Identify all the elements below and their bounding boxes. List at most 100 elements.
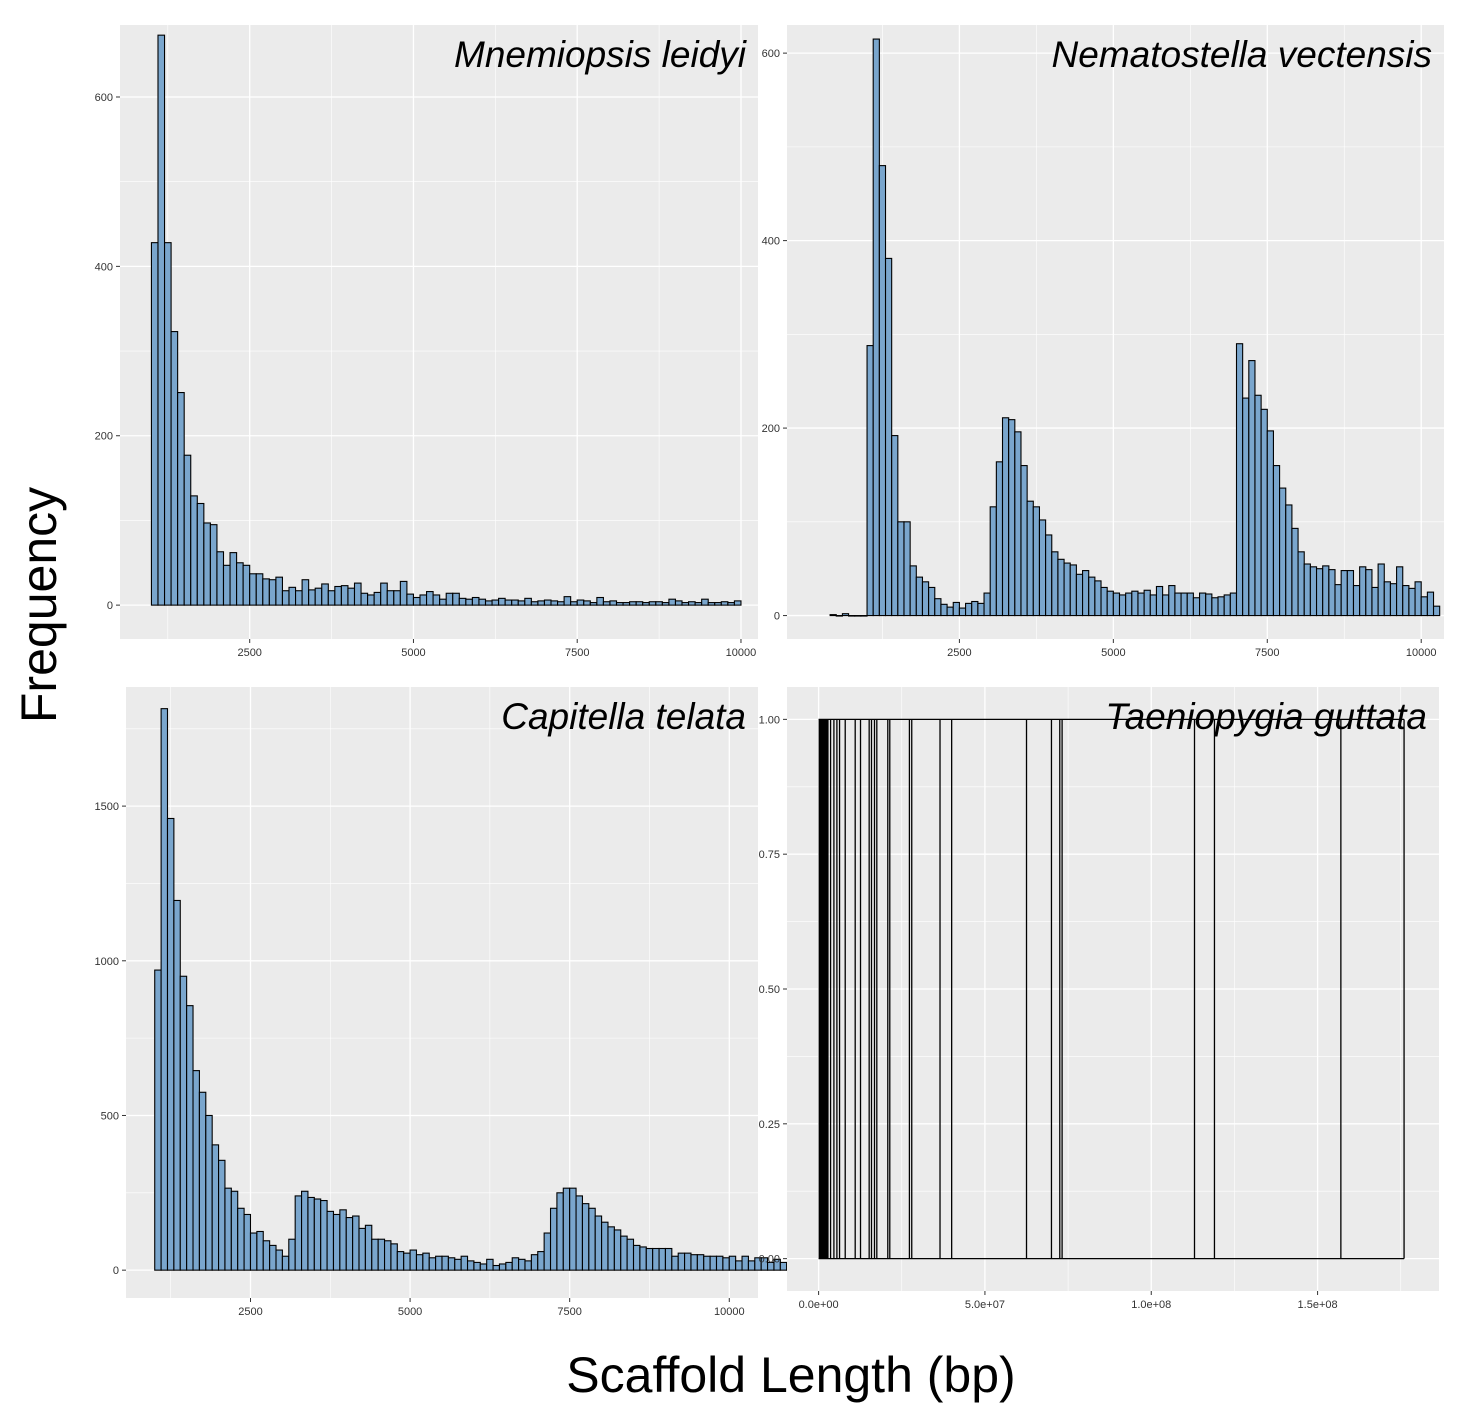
histogram-bar <box>642 602 650 606</box>
histogram-bar <box>897 521 905 617</box>
y-tick-label: 1.00 <box>759 714 780 726</box>
histogram-bar <box>940 603 948 617</box>
histogram-bar <box>218 1159 226 1271</box>
x-tick-label: 7500 <box>557 1306 581 1318</box>
histogram-bar <box>1088 576 1096 617</box>
histogram-bar <box>364 1224 373 1271</box>
x-tick-label: 10000 <box>726 647 757 659</box>
histogram-bar <box>498 597 506 606</box>
histogram-bar <box>575 1195 583 1271</box>
histogram-bar <box>518 1258 526 1271</box>
panel-title: Taeniopygia guttata <box>1105 696 1427 737</box>
histogram-bar <box>728 1255 737 1271</box>
histogram-bar <box>478 598 487 606</box>
histogram-bar <box>524 597 532 606</box>
histogram-bar <box>934 598 942 617</box>
histogram-bar <box>594 1215 603 1271</box>
x-tick-label: 1.5e+08 <box>1298 1299 1338 1311</box>
histogram-bar <box>1038 519 1047 617</box>
histogram-bar <box>320 1199 328 1271</box>
histogram-bar <box>664 1247 673 1271</box>
y-tick-label: 1000 <box>95 956 119 968</box>
histogram-bar <box>486 1258 494 1271</box>
y-tick-label: 400 <box>762 236 780 248</box>
histogram-bar <box>163 242 172 606</box>
y-tick-label: 0.00 <box>759 1254 780 1266</box>
y-tick-label: 600 <box>762 48 780 60</box>
histogram-bar <box>484 600 493 606</box>
x-tick-label: 2500 <box>238 1306 262 1318</box>
histogram-bar <box>170 331 179 606</box>
histogram-bar <box>1432 605 1441 617</box>
panel-nematostella-vectensis: 2500 5000 7500 10000 0 200 400 600 Nematostella … <box>762 25 1444 659</box>
histogram-bar <box>205 1114 213 1271</box>
histogram-bar <box>696 1254 705 1271</box>
histogram-bar <box>848 615 856 617</box>
histogram-bar <box>884 257 893 617</box>
histogram-bar <box>216 551 225 606</box>
histogram-bar <box>530 601 539 606</box>
histogram-bar <box>177 392 185 606</box>
histogram-bar <box>209 524 218 606</box>
histogram-bar <box>921 581 930 617</box>
histogram-bar <box>891 435 899 617</box>
histogram-bar <box>556 1192 564 1271</box>
histogram-bar <box>243 1213 252 1271</box>
histogram-bar <box>491 599 500 606</box>
histogram-bar <box>275 1249 283 1271</box>
histogram-bar <box>460 1255 469 1271</box>
histogram-bar <box>511 1257 520 1271</box>
histogram-bar <box>288 586 297 606</box>
histogram-bar <box>157 34 166 606</box>
histogram-bar <box>543 599 552 606</box>
histogram-bar <box>971 600 979 617</box>
histogram-bar <box>583 600 591 606</box>
histogram-bar <box>1242 397 1250 617</box>
histogram-bar <box>1106 590 1114 617</box>
histogram-bar <box>256 1230 264 1271</box>
histogram-bar <box>307 1196 315 1271</box>
histogram-bar <box>1272 465 1281 617</box>
histogram-bar <box>1346 570 1355 617</box>
histogram-bar <box>492 1264 501 1271</box>
histogram-bar <box>377 1238 386 1271</box>
histogram-bar <box>249 573 257 606</box>
histogram-bar <box>1032 506 1041 617</box>
histogram-bar <box>946 606 954 617</box>
histogram-bar <box>1266 430 1274 617</box>
histogram-bar <box>281 590 290 606</box>
histogram-bar <box>230 1190 239 1271</box>
histogram-bar <box>1322 565 1330 617</box>
histogram-bar <box>1402 585 1410 617</box>
histogram-bar <box>406 593 415 606</box>
histogram-bar <box>550 600 559 606</box>
histogram-bar <box>622 602 631 606</box>
histogram-bar <box>211 1144 220 1271</box>
histogram-bar <box>661 602 670 606</box>
histogram-bar <box>530 1254 539 1271</box>
histogram-bar <box>222 564 231 606</box>
histogram-bar <box>722 1257 730 1271</box>
histogram-bar <box>192 1070 200 1271</box>
y-tick-label: 400 <box>95 261 113 273</box>
histogram-bar <box>190 495 198 606</box>
histogram-bar <box>428 1257 437 1271</box>
histogram-bar <box>854 615 862 617</box>
histogram-bar <box>249 1232 258 1271</box>
histogram-bar <box>353 582 362 606</box>
histogram-bar <box>517 600 526 606</box>
y-tick-label: 0 <box>113 1265 119 1277</box>
histogram-bar <box>262 578 270 606</box>
histogram-bar <box>1125 592 1133 617</box>
histogram-bar <box>563 596 572 606</box>
histogram-bar <box>1359 566 1367 617</box>
histogram-bar <box>607 1226 615 1271</box>
histogram-bar <box>703 1255 711 1271</box>
histogram-bar <box>952 601 960 617</box>
histogram-bar <box>150 242 159 606</box>
histogram-bar <box>620 1235 628 1271</box>
histogram-bar <box>498 1263 507 1271</box>
y-tick-label: 600 <box>95 92 113 104</box>
histogram-bar <box>1075 573 1084 617</box>
histogram-bar <box>399 580 408 606</box>
